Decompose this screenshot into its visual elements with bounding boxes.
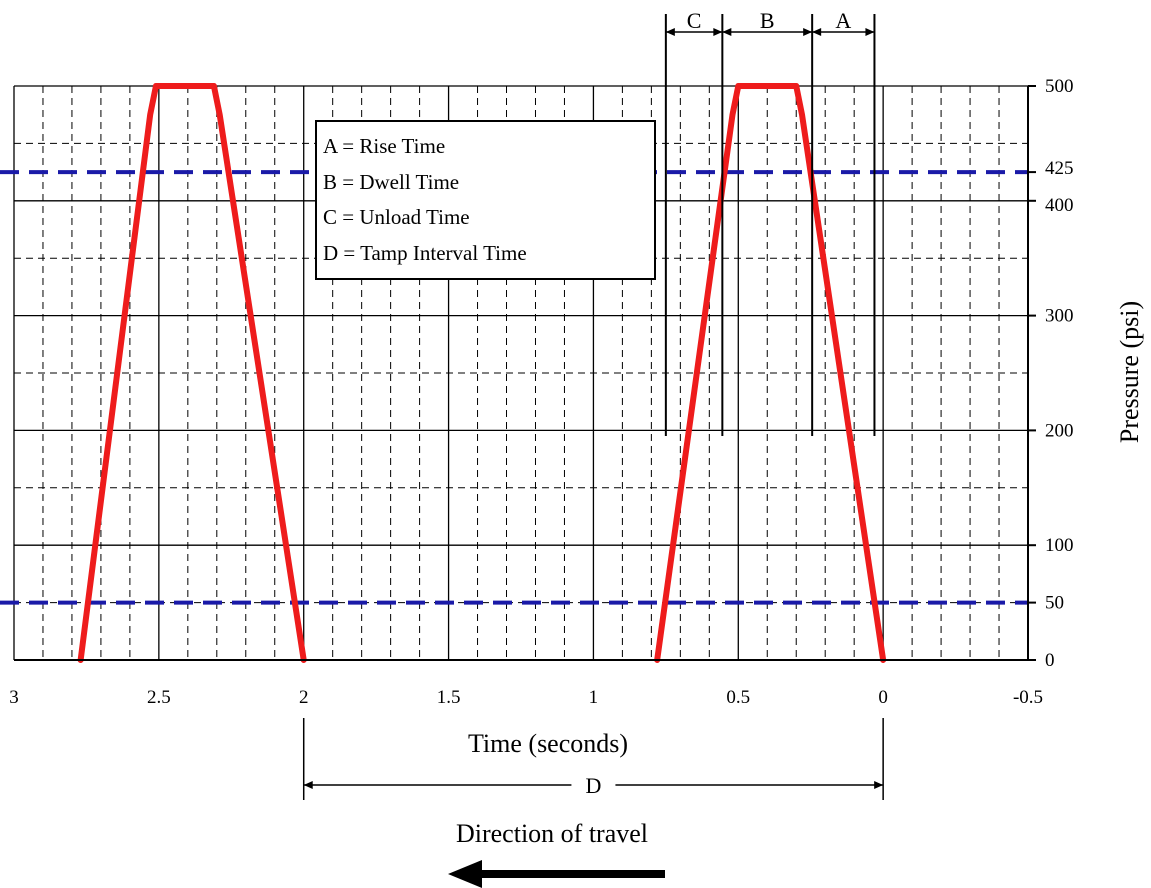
legend-box [315, 120, 656, 280]
x-tick-label: 2.5 [147, 687, 171, 708]
legend-entry-dwell-time: B = Dwell Time [323, 170, 459, 194]
dimension-arrowhead [812, 28, 822, 36]
dimension-label-C: C [687, 8, 702, 33]
y-tick-label: 0 [1045, 650, 1055, 671]
reference-lines [0, 170, 1028, 605]
y-tick-label: 200 [1045, 420, 1074, 441]
y-tick-label: 425 [1045, 158, 1074, 179]
dimension-arrowhead [722, 28, 732, 36]
direction-of-travel-label: Direction of travel [456, 819, 648, 848]
dimension-arrowhead [713, 28, 723, 36]
y-tick-label: 50 [1045, 593, 1064, 614]
legend-entry-unload-time: C = Unload Time [323, 205, 470, 229]
x-tick-label: 0.5 [726, 687, 750, 708]
x-tick-label: 2 [299, 687, 309, 708]
legend-entry-rise-time: A = Rise Time [323, 134, 445, 158]
dimension-annotations: C B A D [302, 8, 884, 800]
direction-arrow-icon [448, 860, 665, 888]
dimension-label-D: D [585, 773, 601, 798]
x-tick-label: 1 [589, 687, 599, 708]
x-tick-label: 3 [9, 687, 19, 708]
y-tick-label: 100 [1045, 535, 1074, 556]
x-tick-label: 1.5 [437, 687, 461, 708]
dimension-label-B: B [760, 8, 775, 33]
x-tick-label: 0 [878, 687, 888, 708]
legend-entry-tamp-interval-time: D = Tamp Interval Time [323, 241, 527, 265]
y-tick-label: 300 [1045, 306, 1074, 327]
y-tick-label: 400 [1045, 195, 1074, 216]
axes [14, 85, 1036, 661]
x-tick-label: -0.5 [1013, 687, 1043, 708]
dimension-arrowhead [665, 28, 675, 36]
y-axis-title: Pressure (psi) [1115, 301, 1144, 443]
dimension-arrowhead [303, 781, 313, 789]
pressure-pulse-2 [654, 83, 887, 663]
series-layer [77, 83, 887, 663]
legend: A = Rise Time B = Dwell Time C = Unload … [315, 120, 656, 280]
dimension-label-A: A [835, 8, 851, 33]
x-axis-title: Time (seconds) [468, 729, 628, 758]
pressure-pulse-1 [77, 83, 307, 663]
y-tick-label: 500 [1045, 76, 1074, 97]
x-tick-labels: 3 2.5 2 1.5 1 0.5 0 -0.5 [9, 687, 1043, 708]
dimension-arrowhead [874, 781, 884, 789]
dimension-arrowhead [803, 28, 813, 36]
dimension-arrowhead [865, 28, 875, 36]
y-tick-labels: 0 50 100 200 300 400 425 500 [1045, 76, 1074, 671]
